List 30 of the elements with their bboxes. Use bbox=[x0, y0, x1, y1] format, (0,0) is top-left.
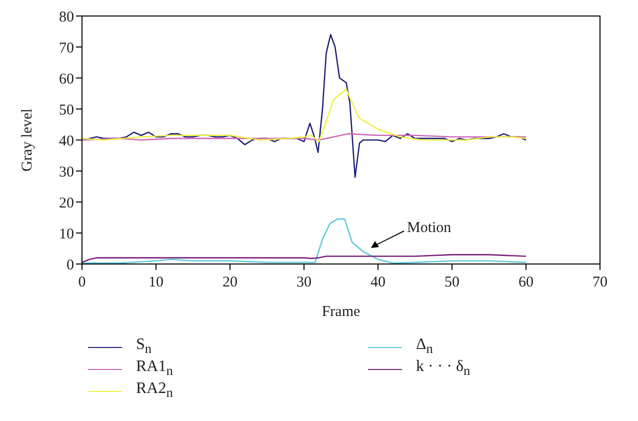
x-tick-label: 20 bbox=[222, 274, 238, 291]
x-tick-label: 60 bbox=[518, 274, 534, 291]
x-axis-title: Frame bbox=[322, 304, 360, 320]
legend-label: RA2$_{n}$ bbox=[136, 380, 173, 402]
y-tick-label: 60 bbox=[59, 71, 74, 88]
y-tick-label: 30 bbox=[59, 164, 74, 180]
x-tick-label: 30 bbox=[296, 274, 312, 291]
y-tick-label: 10 bbox=[59, 226, 74, 242]
y-tick-label: 80 bbox=[59, 9, 74, 26]
legend-label: S$_{n}$ bbox=[136, 336, 152, 358]
annotation: Motion bbox=[407, 220, 452, 237]
y-tick-label: 70 bbox=[59, 40, 74, 56]
y-tick-label: 0 bbox=[66, 257, 74, 274]
x-tick-label: 70 bbox=[592, 274, 608, 291]
y-tick-label: 20 bbox=[59, 195, 74, 212]
line-series bbox=[82, 254, 527, 264]
legend-label: k · · · δ$_{n}$ bbox=[416, 358, 470, 380]
legend-label: RA1$_{n}$ bbox=[136, 358, 173, 380]
line-series bbox=[82, 88, 527, 142]
x-tick-label: 50 bbox=[444, 274, 460, 291]
legend-label: Δ$_{n}$ bbox=[416, 336, 433, 358]
y-tick-label: 40 bbox=[59, 133, 74, 150]
line-series bbox=[82, 218, 527, 264]
x-tick-label: 40 bbox=[370, 274, 386, 291]
x-tick-label: 0 bbox=[78, 274, 86, 291]
line-series bbox=[82, 34, 527, 178]
y-axis-title: Gray level bbox=[19, 108, 36, 172]
x-tick-label: 10 bbox=[148, 274, 164, 291]
y-tick-label: 50 bbox=[59, 102, 74, 118]
line-series bbox=[82, 133, 527, 141]
